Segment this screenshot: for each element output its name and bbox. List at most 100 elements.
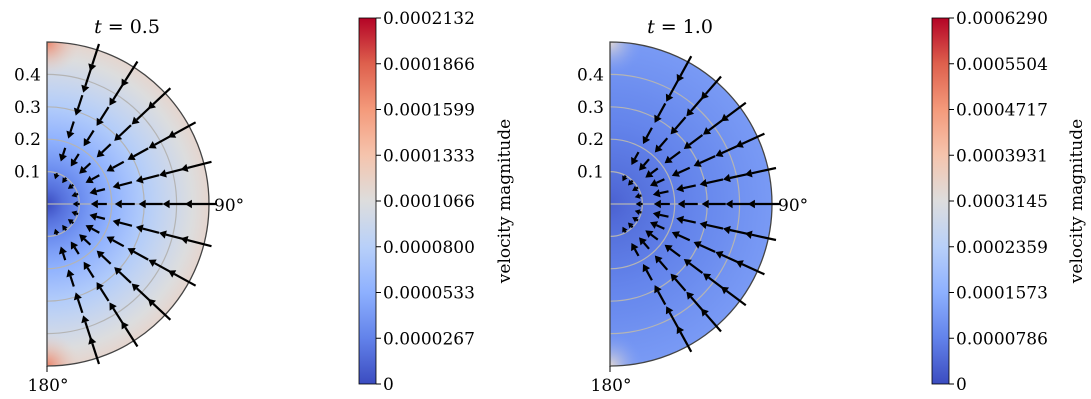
- velocity-arrow-shaft: [112, 160, 125, 169]
- pole-hotspot-bottom: [47, 332, 81, 366]
- velocity-arrow-head: [676, 325, 685, 335]
- velocity-arrow-shaft: [677, 234, 691, 242]
- velocity-arrow-head: [147, 298, 156, 307]
- velocity-arrow-head: [720, 286, 730, 295]
- velocity-arrow-head: [112, 218, 121, 227]
- colorbar-tick-label: 0: [956, 375, 967, 395]
- velocity-arrow-shaft: [639, 211, 642, 214]
- colorbar-tick-label: 0.0001573: [956, 284, 1048, 304]
- velocity-arrow-shaft: [706, 223, 724, 230]
- velocity-arrow-shaft: [751, 166, 777, 175]
- velocity-arrow-head: [654, 255, 663, 264]
- velocity-arrow-shaft: [657, 102, 667, 118]
- velocity-arrow-head: [121, 78, 129, 87]
- velocity-arrow-head: [66, 269, 75, 278]
- velocity-arrow-head: [159, 169, 167, 178]
- velocity-arrow-head: [138, 199, 146, 209]
- colorbar-tick-label: 0.0001333: [383, 146, 475, 166]
- velocity-arrow-shaft: [657, 290, 667, 306]
- velocity-arrow-head: [89, 212, 98, 221]
- velocity-arrow-shaft: [91, 174, 100, 181]
- velocity-arrow-head: [79, 234, 88, 243]
- velocity-arrow-head: [148, 141, 157, 149]
- velocity-arrow-shaft: [635, 186, 639, 190]
- velocity-arrow-head: [109, 302, 117, 311]
- velocity-arrow-shaft: [679, 55, 693, 77]
- velocity-arrow-shaft: [187, 160, 212, 170]
- velocity-arrow-head: [106, 164, 115, 172]
- velocity-arrow-shaft: [642, 241, 650, 250]
- velocity-arrow-shaft: [630, 225, 634, 229]
- velocity-arrow-shaft: [623, 230, 627, 233]
- velocity-arrow-shaft: [69, 275, 75, 287]
- velocity-arrow-head: [735, 140, 744, 148]
- velocity-arrow-shaft: [645, 127, 653, 139]
- colorbar-label: velocity magnitude: [1067, 119, 1087, 284]
- velocity-arrow-shaft: [173, 121, 197, 136]
- velocity-arrow-shaft: [642, 158, 650, 167]
- velocity-arrow-shaft: [152, 302, 172, 321]
- velocity-arrow-head: [85, 224, 94, 233]
- velocity-arrow-head: [70, 158, 79, 167]
- plot-boundary: [46, 41, 210, 367]
- colorbar-tick-label: 0.0003931: [956, 146, 1048, 166]
- velocity-arrow-head: [744, 230, 753, 239]
- velocity-arrow-shaft: [119, 221, 133, 227]
- velocity-arrow-head: [131, 283, 140, 292]
- velocity-arrow-head: [635, 201, 641, 207]
- velocity-arrow-head: [670, 126, 679, 135]
- velocity-arrow-head: [723, 173, 731, 183]
- velocity-arrow-head: [96, 117, 104, 126]
- velocity-arrow-shaft: [86, 267, 95, 279]
- velocity-arrow-head: [671, 169, 680, 177]
- velocity-arrow-head: [58, 246, 67, 255]
- velocity-arrow-shaft: [688, 134, 704, 146]
- velocity-arrow-head: [96, 282, 104, 291]
- velocity-arrow-shaft: [152, 87, 172, 106]
- velocity-arrow-head: [109, 97, 117, 106]
- velocity-arrow-head: [701, 91, 709, 100]
- velocity-arrow-shaft: [99, 106, 110, 121]
- velocity-arrow-head: [72, 201, 78, 207]
- colorbar-ticks: 0 0.0000267 0.0000533 0.0000800 0.0001066 0.0…: [376, 9, 475, 395]
- velocity-arrow-head: [701, 308, 709, 317]
- colorbar-tick-label: 0.0000267: [383, 329, 475, 349]
- angle-label-90: 90°: [214, 196, 244, 216]
- angle-label-180: 180°: [591, 376, 632, 396]
- velocity-arrow-shaft: [101, 143, 112, 154]
- radial-tick-label: 0.4: [577, 65, 604, 85]
- velocity-arrow-head: [114, 133, 123, 141]
- velocity-arrow-shaft: [645, 269, 653, 281]
- velocity-arrow-head: [686, 108, 695, 117]
- velocity-arrow-head: [634, 209, 641, 215]
- pole-hotspot-bottom: [610, 332, 644, 366]
- velocity-arrow-head: [127, 247, 136, 256]
- colorbar-tick-label: 0.0005504: [956, 55, 1048, 75]
- velocity-arrow-head: [665, 93, 674, 102]
- velocity-arrow-shaft: [669, 150, 681, 161]
- velocity-arrow-shaft: [99, 287, 110, 302]
- velocity-arrow-head: [747, 199, 755, 209]
- velocity-arrow-head: [67, 219, 74, 225]
- velocity-arrow-head: [632, 217, 638, 223]
- velocity-arrow-head: [168, 270, 177, 278]
- velocity-arrow-shaft: [674, 278, 687, 292]
- velocity-arrows: [53, 43, 217, 365]
- velocity-arrow-head: [665, 306, 674, 315]
- colorbar-label: velocity magnitude: [495, 119, 515, 284]
- velocity-arrow-head: [121, 321, 129, 330]
- velocity-arrow-shaft: [118, 271, 132, 284]
- velocity-arrow-head: [135, 175, 144, 184]
- velocity-arrow-head: [652, 210, 661, 219]
- velocity-arrow-head: [131, 116, 140, 125]
- velocity-arrow-shaft: [101, 254, 112, 265]
- colorbar-tick-label: 0.0006290: [956, 9, 1048, 29]
- colorbar-tick-label: 0.0000533: [383, 284, 475, 304]
- velocity-arrow-head: [631, 242, 639, 252]
- velocity-arrow-shaft: [650, 233, 659, 241]
- velocity-arrow-shaft: [704, 75, 722, 95]
- velocity-arrow-shaft: [91, 43, 101, 65]
- velocity-arrow-head: [89, 187, 98, 196]
- colorbar-2: 0 0.0000786 0.0001573 0.0002359 0.0003145 0.0…: [931, 9, 1087, 395]
